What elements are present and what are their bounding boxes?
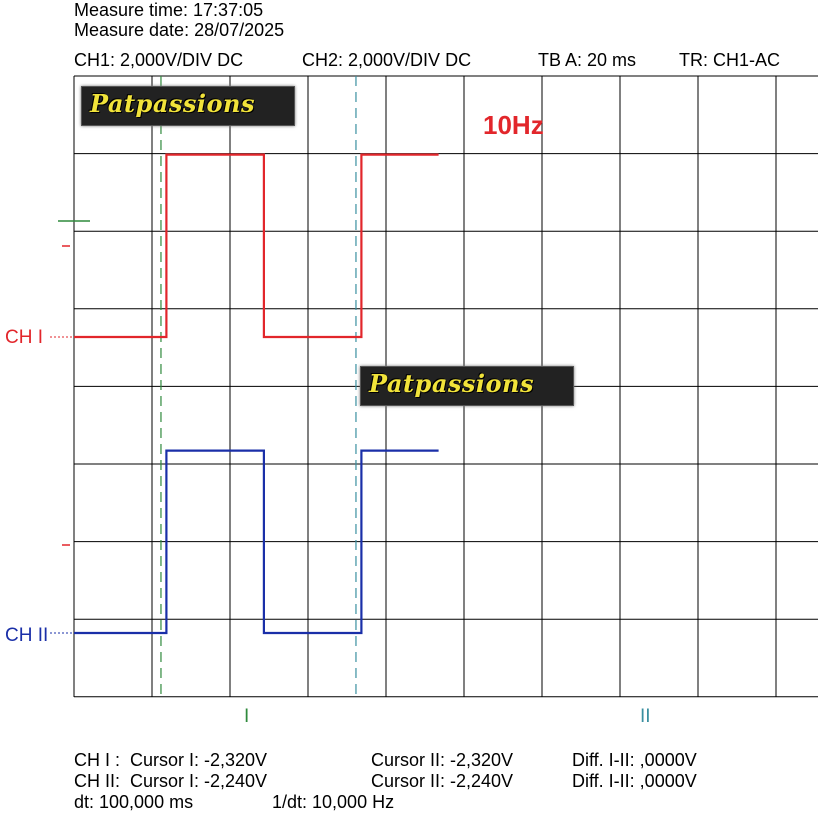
- watermark-logo-center: Patpassions: [360, 366, 574, 406]
- ch1-label: CH I: [5, 327, 43, 348]
- readout-ch1-cursor2: Cursor II: -2,320V: [371, 750, 514, 770]
- readout-ch2-diff: Diff. I-II: ,0000V: [572, 771, 697, 791]
- readout-ch2-cursor1: CH II: Cursor I: -2,240V: [74, 771, 268, 791]
- measure-date: Measure date: 28/07/2025: [74, 20, 285, 40]
- cursor-2-label: II: [640, 706, 651, 727]
- watermark-logo: Patpassions: [81, 86, 295, 126]
- timebase: TB A: 20 ms: [538, 50, 637, 70]
- cursor-1-label: I: [244, 706, 250, 727]
- watermark-text: Patpassions: [90, 89, 255, 118]
- ch2-setting: CH2: 2,000V/DIV DC: [302, 50, 472, 70]
- ch2-label: CH II: [5, 625, 49, 646]
- trigger-setting: TR: CH1-AC: [679, 50, 781, 70]
- trace-ch2: [74, 449, 439, 635]
- readout-ch1-cursor1: CH I : Cursor I: -2,320V: [74, 750, 268, 770]
- cursor-lines[interactable]: [160, 76, 357, 697]
- readout-ch2-cursor2: Cursor II: -2,240V: [371, 771, 514, 791]
- signal-traces: [50, 153, 439, 635]
- frequency-annotation: 10Hz: [483, 110, 544, 140]
- ch1-setting: CH1: 2,000V/DIV DC: [74, 50, 244, 70]
- readout-inv-dt: 1/dt: 10,000 Hz: [272, 792, 395, 812]
- trace-ch1: [74, 153, 439, 339]
- readout-dt: dt: 100,000 ms: [74, 792, 194, 812]
- level-markers: [58, 220, 90, 546]
- measure-time: Measure time: 17:37:05: [74, 0, 264, 20]
- readout-ch1-diff: Diff. I-II: ,0000V: [572, 750, 697, 770]
- watermark-text-center: Patpassions: [369, 369, 534, 398]
